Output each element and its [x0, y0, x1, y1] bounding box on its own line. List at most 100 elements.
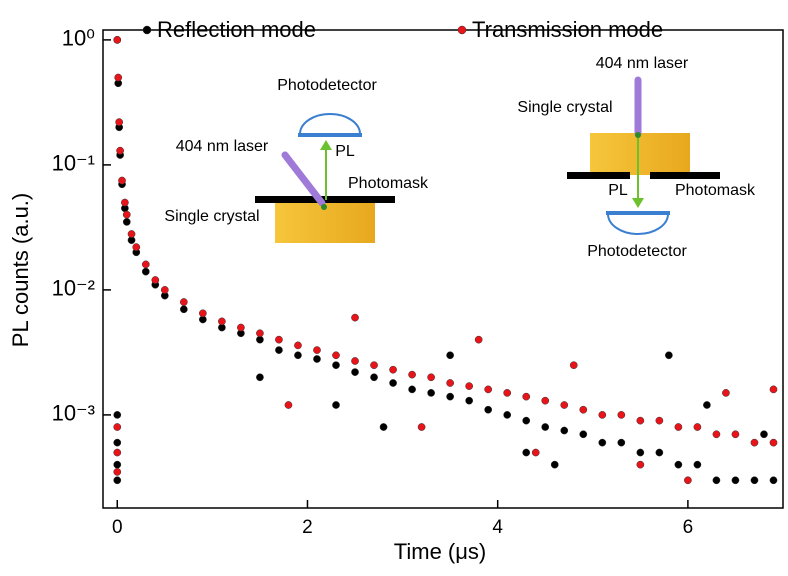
point — [275, 346, 283, 354]
detector-base — [298, 133, 362, 137]
point — [389, 365, 397, 374]
point — [427, 373, 435, 382]
point — [522, 416, 531, 425]
point — [160, 286, 169, 294]
plot-frame — [102, 29, 784, 509]
point — [351, 357, 359, 365]
photomask — [567, 172, 630, 179]
point — [503, 389, 512, 397]
point — [151, 276, 160, 284]
point — [617, 438, 626, 447]
point — [121, 198, 129, 207]
point — [484, 405, 493, 414]
y-tick-label: 10⁻² — [52, 276, 95, 301]
legend-marker — [457, 25, 467, 35]
point — [218, 317, 226, 326]
point — [275, 335, 283, 344]
spot — [635, 132, 641, 138]
point — [132, 243, 141, 251]
point — [474, 335, 483, 344]
point — [118, 176, 126, 185]
point — [655, 448, 664, 457]
point — [503, 411, 512, 419]
y-axis-label: PL counts (a.u.) — [8, 193, 33, 347]
point — [560, 401, 569, 409]
point — [636, 416, 645, 425]
point — [113, 36, 122, 44]
point — [199, 309, 207, 318]
point — [370, 361, 378, 370]
point — [127, 230, 136, 238]
point — [332, 401, 340, 409]
point — [465, 396, 474, 405]
point — [351, 313, 359, 322]
point — [122, 218, 131, 226]
point — [113, 460, 122, 469]
label: 404 nm laser — [176, 138, 269, 155]
point — [674, 460, 683, 469]
point — [408, 370, 416, 379]
point — [750, 438, 759, 447]
x-tick-label: 0 — [112, 517, 123, 538]
detector-base — [606, 211, 670, 215]
point — [569, 361, 578, 370]
arrow-head — [632, 198, 644, 208]
point — [598, 411, 607, 419]
point — [636, 460, 645, 469]
detector — [298, 113, 362, 135]
point — [522, 392, 531, 401]
point — [636, 448, 645, 457]
point — [141, 267, 150, 276]
point — [693, 423, 702, 431]
point — [722, 389, 730, 397]
point — [417, 423, 426, 431]
point — [294, 341, 302, 350]
y-tick-label: 10⁰ — [62, 26, 95, 51]
point — [731, 476, 740, 485]
crystal — [590, 133, 690, 175]
point — [114, 73, 123, 82]
point — [446, 392, 454, 401]
point — [446, 351, 454, 360]
point — [769, 476, 778, 485]
label: Photomask — [348, 175, 429, 192]
point — [113, 448, 122, 457]
x-tick-label: 4 — [492, 517, 503, 538]
spot — [321, 204, 327, 210]
photomask — [650, 172, 720, 179]
point — [294, 351, 302, 360]
point — [617, 411, 626, 419]
point — [256, 335, 264, 344]
laser — [281, 151, 326, 207]
y-tick-label: 10⁻³ — [52, 401, 95, 426]
point — [712, 476, 721, 485]
point — [769, 438, 778, 447]
point — [769, 385, 778, 394]
label: Single crystal — [517, 99, 612, 116]
inset-transmission: 404 nm laser Single crystal PL Photomask… — [517, 55, 756, 260]
point — [113, 476, 122, 485]
point — [179, 298, 188, 306]
point — [113, 438, 122, 447]
point — [237, 323, 245, 332]
inset-reflection: Photodetector 404 nm laser PL Photomask … — [164, 77, 429, 243]
x-tick-label: 6 — [683, 517, 694, 538]
y-tick-label: 10⁻¹ — [52, 151, 95, 176]
point — [379, 423, 388, 431]
point — [313, 346, 321, 354]
point — [284, 401, 293, 409]
point — [598, 438, 607, 447]
x-axis-label: Time (μs) — [394, 539, 487, 564]
point — [370, 373, 378, 382]
label: Photodetector — [277, 77, 377, 94]
point — [113, 468, 122, 476]
label: Photodetector — [587, 243, 687, 260]
point — [179, 305, 188, 314]
arrow-head — [320, 140, 332, 150]
label: Single crystal — [164, 208, 259, 225]
point — [313, 355, 321, 363]
point — [351, 368, 359, 376]
point — [256, 329, 264, 338]
